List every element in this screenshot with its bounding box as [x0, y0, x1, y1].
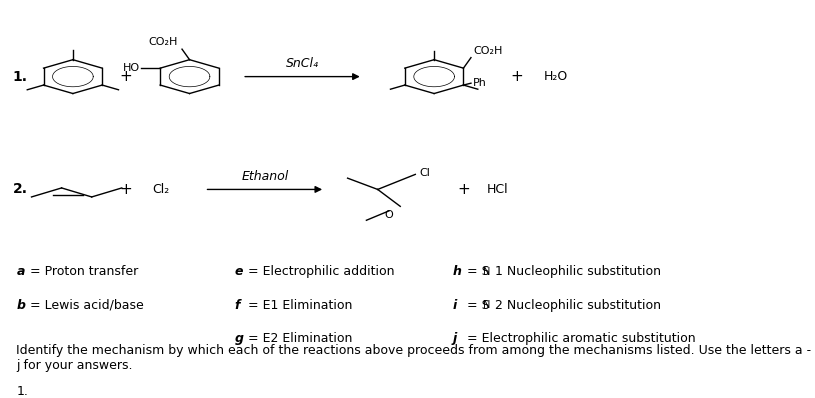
Text: Cl₂: Cl₂: [152, 183, 170, 196]
Text: = S: = S: [463, 265, 489, 278]
Text: Identify the mechanism by which each of the reactions above proceeds from among : Identify the mechanism by which each of …: [16, 343, 812, 372]
Text: Cl: Cl: [419, 168, 430, 178]
Text: = S: = S: [463, 298, 489, 312]
Text: HO: HO: [123, 63, 140, 73]
Text: O: O: [384, 210, 393, 220]
Text: i: i: [453, 298, 457, 312]
Text: f: f: [235, 298, 240, 312]
Text: h: h: [453, 265, 462, 278]
Text: = Lewis acid/base: = Lewis acid/base: [26, 298, 144, 312]
Text: j: j: [453, 332, 457, 345]
Text: = Electrophilic addition: = Electrophilic addition: [244, 265, 395, 278]
Text: CO₂H: CO₂H: [149, 37, 178, 47]
Text: 2 Nucleophilic substitution: 2 Nucleophilic substitution: [495, 298, 661, 312]
Text: +: +: [510, 69, 523, 84]
Text: +: +: [458, 182, 470, 197]
Text: Ethanol: Ethanol: [241, 170, 289, 183]
Text: N: N: [483, 300, 491, 310]
Text: = Electrophilic aromatic substitution: = Electrophilic aromatic substitution: [463, 332, 695, 345]
Text: a: a: [16, 265, 24, 278]
Text: N: N: [483, 267, 491, 277]
Text: CO₂H: CO₂H: [474, 46, 503, 56]
Text: e: e: [235, 265, 243, 278]
Text: = Proton transfer: = Proton transfer: [26, 265, 139, 278]
Text: 1.: 1.: [16, 385, 29, 398]
Text: 2.: 2.: [13, 182, 28, 197]
Text: b: b: [16, 298, 25, 312]
Text: SnCl₄: SnCl₄: [286, 57, 319, 70]
Text: g: g: [235, 332, 244, 345]
Text: = E1 Elimination: = E1 Elimination: [244, 298, 353, 312]
Text: = E2 Elimination: = E2 Elimination: [244, 332, 353, 345]
Text: Ph: Ph: [474, 78, 487, 88]
Text: HCl: HCl: [487, 183, 509, 196]
Text: +: +: [119, 69, 132, 84]
Text: H₂O: H₂O: [544, 70, 567, 83]
Text: +: +: [119, 182, 132, 197]
FancyBboxPatch shape: [39, 389, 77, 398]
Text: 1.: 1.: [13, 70, 28, 84]
Text: 1 Nucleophilic substitution: 1 Nucleophilic substitution: [495, 265, 661, 278]
